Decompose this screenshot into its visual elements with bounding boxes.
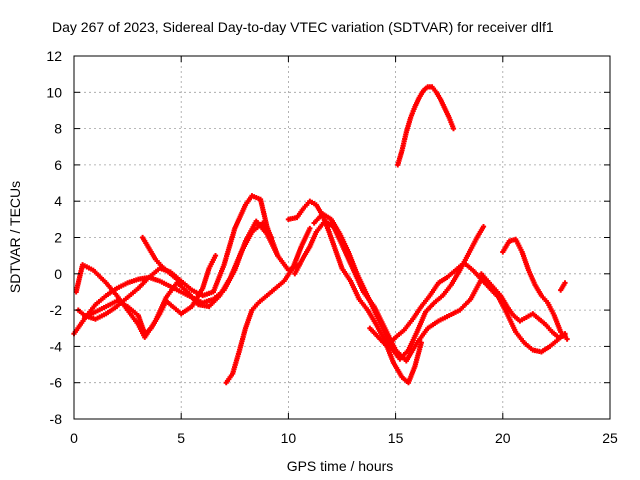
- series-arc-j: [367, 260, 568, 355]
- x-axis-title: GPS time / hours: [287, 458, 394, 474]
- series-arc-i: [311, 211, 487, 362]
- x-tick-label: 0: [70, 430, 78, 446]
- grid: [74, 56, 610, 419]
- series-arc-e: [140, 234, 184, 286]
- y-tick-label: -6: [50, 375, 63, 391]
- series-arc-a: [71, 218, 302, 337]
- chart-title: Day 267 of 2023, Sidereal Day-to-day VTE…: [52, 19, 554, 35]
- series-arc-n: [558, 280, 568, 293]
- ticks: 0 5 10 15 20 25 -8 -6 -4 -2 0 2 4 6 8 10 12: [46, 48, 618, 446]
- series-arc-l: [478, 271, 568, 340]
- data-point: [178, 280, 184, 286]
- y-tick-label: 2: [54, 230, 62, 246]
- data-point: [562, 280, 568, 286]
- y-axis-title: SDTVAR / TECUs: [7, 181, 23, 293]
- y-tick-label: 6: [54, 157, 62, 173]
- y-tick-label: -8: [50, 411, 63, 427]
- data-point: [275, 253, 281, 259]
- data-point: [564, 336, 570, 342]
- data-point: [480, 224, 487, 230]
- y-tick-label: 12: [46, 48, 62, 64]
- x-tick-label: 5: [177, 430, 185, 446]
- y-tick-label: -4: [50, 338, 63, 354]
- data-point: [268, 234, 274, 241]
- data-point: [307, 225, 313, 232]
- series-arc-m: [500, 236, 570, 342]
- x-tick-label: 10: [281, 430, 297, 446]
- y-tick-label: 4: [54, 193, 62, 209]
- data-point: [212, 253, 219, 259]
- x-tick-label: 20: [495, 430, 511, 446]
- data-point: [450, 126, 457, 132]
- y-tick-label: -2: [50, 302, 63, 318]
- y-tick-label: 10: [46, 84, 62, 100]
- x-tick-label: 25: [602, 430, 618, 446]
- x-tick-label: 15: [388, 430, 404, 446]
- series-layer: [71, 84, 570, 386]
- series-arc-c: [73, 220, 274, 340]
- series-arc-f: [223, 225, 313, 386]
- y-tick-label: 0: [54, 266, 62, 282]
- series-arc-k: [395, 84, 457, 168]
- series-arc-b: [75, 193, 281, 322]
- series-arc-d: [82, 253, 219, 337]
- series-arc-g: [285, 198, 424, 386]
- y-tick-label: 8: [54, 121, 62, 137]
